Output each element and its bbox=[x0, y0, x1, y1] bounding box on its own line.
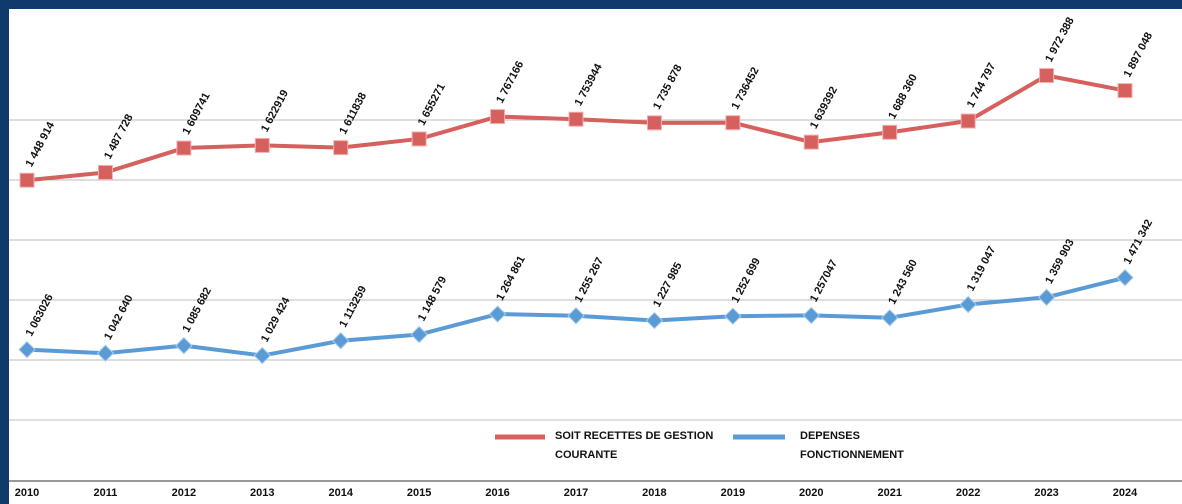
x-tick-label: 2024 bbox=[1113, 487, 1138, 499]
marker bbox=[254, 137, 270, 153]
x-tick-label: 2016 bbox=[485, 487, 509, 499]
x-tick-label: 2015 bbox=[407, 487, 431, 499]
marker bbox=[646, 115, 662, 131]
marker bbox=[1117, 83, 1133, 99]
data-label: 1 972 388 bbox=[1043, 15, 1077, 64]
marker bbox=[96, 344, 115, 362]
data-label: 1 753944 bbox=[573, 61, 606, 108]
data-label: 1 448 914 bbox=[24, 119, 58, 169]
data-label: 1 639392 bbox=[808, 85, 840, 131]
data-label: 1 257047 bbox=[808, 258, 840, 304]
marker bbox=[802, 306, 820, 325]
marker bbox=[959, 295, 977, 314]
marker bbox=[568, 111, 584, 127]
data-label: 1 655271 bbox=[416, 82, 448, 128]
x-tick-label: 2019 bbox=[721, 487, 745, 499]
marker bbox=[175, 336, 193, 355]
x-tick-label: 2021 bbox=[877, 487, 901, 499]
legend-label: SOIT RECETTES DE GESTION COURANTE bbox=[555, 430, 714, 461]
data-label: 1 897 048 bbox=[1122, 31, 1156, 80]
marker bbox=[490, 109, 506, 125]
marker bbox=[882, 124, 898, 140]
x-tick-label: 2020 bbox=[799, 487, 823, 499]
x-tick-label: 2012 bbox=[172, 487, 196, 499]
marker bbox=[253, 346, 271, 365]
marker bbox=[488, 305, 507, 323]
marker bbox=[960, 113, 976, 129]
marker bbox=[724, 307, 742, 325]
marker bbox=[332, 332, 350, 350]
marker bbox=[645, 311, 664, 330]
data-label: 1 252 699 bbox=[729, 256, 763, 305]
marker bbox=[176, 140, 192, 156]
x-tick-label: 2023 bbox=[1034, 487, 1058, 499]
data-label: 1 609741 bbox=[180, 91, 212, 137]
data-label: 1 735 878 bbox=[651, 63, 685, 112]
data-label: 1 471 342 bbox=[1122, 218, 1156, 267]
marker bbox=[567, 307, 585, 325]
data-label: 1 744 797 bbox=[965, 61, 999, 110]
marker bbox=[881, 309, 899, 327]
data-label: 1 736452 bbox=[729, 65, 761, 111]
plot-background bbox=[9, 9, 1182, 504]
data-label: 1 063026 bbox=[24, 292, 56, 338]
data-label: 1 319 047 bbox=[965, 244, 999, 293]
marker bbox=[411, 131, 427, 147]
legend-label: DEPENSES FONCTIONNEMENT bbox=[800, 430, 904, 461]
marker bbox=[19, 172, 35, 188]
x-tick-label: 2018 bbox=[642, 487, 666, 499]
data-label: 1 622919 bbox=[259, 88, 291, 134]
marker bbox=[725, 115, 741, 131]
marker bbox=[333, 140, 349, 156]
data-label: 1 148 579 bbox=[416, 274, 450, 323]
data-label: 1 227 985 bbox=[651, 260, 685, 309]
marker bbox=[1037, 288, 1056, 307]
marker bbox=[803, 134, 819, 150]
marker bbox=[18, 340, 36, 359]
data-label: 1 085 682 bbox=[180, 286, 214, 335]
marker bbox=[410, 325, 428, 344]
data-label: 1 767166 bbox=[494, 59, 526, 105]
marker bbox=[1116, 268, 1134, 287]
data-label: 1 611838 bbox=[337, 91, 369, 137]
x-tick-label: 2010 bbox=[15, 487, 39, 499]
marker bbox=[97, 164, 113, 180]
data-label: 1 243 560 bbox=[886, 258, 920, 307]
marker bbox=[1039, 68, 1055, 84]
x-tick-label: 2011 bbox=[93, 487, 117, 499]
data-label: 1 688 360 bbox=[886, 72, 920, 121]
x-tick-label: 2013 bbox=[250, 487, 274, 499]
data-label: 1 264 861 bbox=[494, 254, 528, 303]
x-tick-label: 2014 bbox=[328, 487, 353, 499]
data-label: 1 359 903 bbox=[1043, 237, 1077, 286]
x-tick-label: 2022 bbox=[956, 487, 980, 499]
data-label: 1 255 267 bbox=[573, 256, 607, 305]
x-tick-label: 2017 bbox=[564, 487, 588, 499]
data-label: 1 113259 bbox=[337, 284, 369, 330]
data-label: 1 029 424 bbox=[259, 295, 293, 345]
